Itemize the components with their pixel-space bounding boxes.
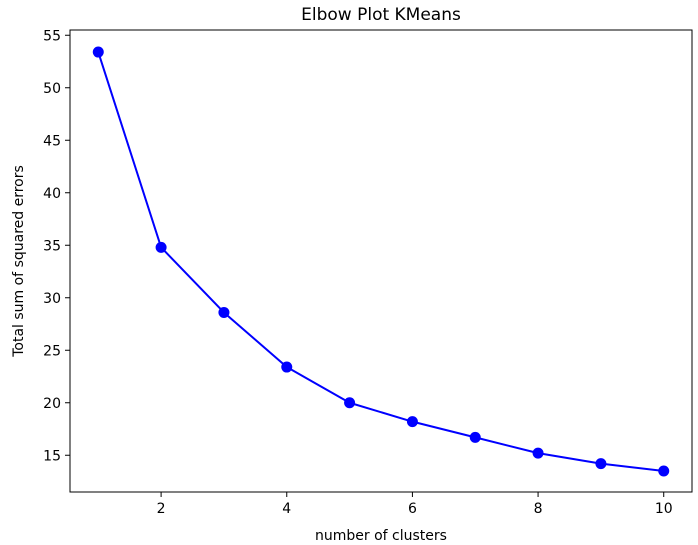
- data-point: [658, 465, 670, 477]
- series-line: [97, 51, 664, 472]
- x-tick-label: 2: [157, 501, 166, 517]
- x-tick-label: 4: [282, 501, 291, 517]
- y-tick-label: 15: [43, 448, 61, 464]
- y-tick-label: 30: [43, 291, 61, 307]
- data-point: [406, 416, 418, 428]
- y-tick-label: 35: [43, 238, 61, 254]
- y-axis-ticks: 15 20 25 30 35 40 45 50 55: [43, 28, 70, 464]
- y-tick-label: 40: [43, 186, 61, 202]
- data-point: [155, 241, 167, 253]
- y-tick-label: 45: [43, 133, 61, 149]
- x-tick-label: 10: [655, 501, 673, 517]
- x-tick-label: 6: [408, 501, 417, 517]
- data-point: [344, 397, 356, 409]
- data-point: [469, 431, 481, 443]
- series-layer: [92, 46, 670, 477]
- y-tick-label: 50: [43, 81, 61, 97]
- data-point: [92, 46, 104, 58]
- y-tick-label: 20: [43, 396, 61, 412]
- y-tick-label: 25: [43, 343, 61, 359]
- data-point: [532, 447, 544, 459]
- y-tick-label: 55: [43, 28, 61, 44]
- x-axis-ticks: 2 4 6 8 10: [157, 492, 673, 517]
- data-point: [595, 458, 607, 470]
- data-point: [281, 361, 293, 373]
- x-axis-label: number of clusters: [315, 528, 447, 544]
- data-point: [218, 306, 230, 318]
- x-tick-label: 8: [534, 501, 543, 517]
- y-axis-label: Total sum of squared errors: [11, 165, 27, 358]
- chart-title: Elbow Plot KMeans: [301, 5, 461, 25]
- plot-area-frame: [69, 29, 693, 493]
